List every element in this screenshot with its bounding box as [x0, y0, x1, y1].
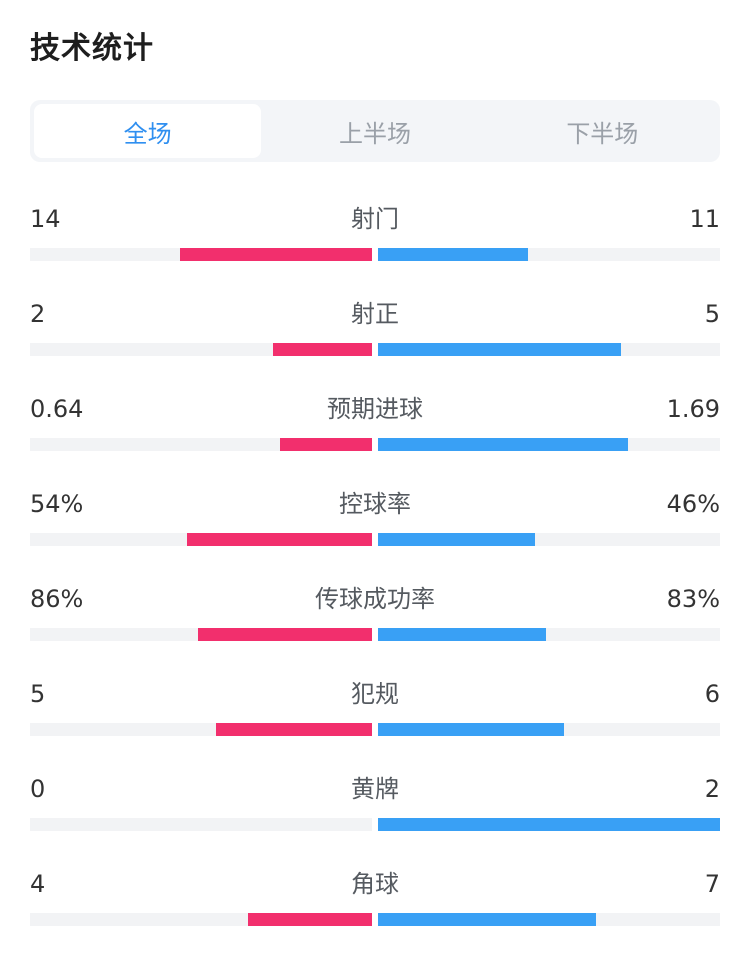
away-bar-track — [378, 533, 720, 546]
stats-list: 14 射门 11 2 射正 5 0.64 预期进球 1.69 54% 控球率 4… — [30, 192, 720, 952]
away-bar — [378, 248, 529, 261]
away-value: 11 — [689, 205, 720, 233]
away-value: 7 — [704, 870, 720, 898]
home-bar-track — [30, 628, 372, 641]
away-bar — [378, 818, 720, 831]
stat-label: 角球 — [351, 870, 399, 898]
home-bar — [279, 438, 372, 451]
stat-label: 控球率 — [339, 490, 411, 518]
stat-row: 2 射正 5 — [30, 287, 720, 382]
away-bar-track — [378, 913, 720, 926]
stat-row: 5 犯规 6 — [30, 667, 720, 762]
home-bar-track — [30, 723, 372, 736]
home-bar-track — [30, 438, 372, 451]
home-value: 2 — [30, 300, 46, 328]
home-value: 86% — [30, 585, 84, 613]
away-bar-track — [378, 343, 720, 356]
home-bar — [187, 533, 372, 546]
home-bar — [216, 723, 372, 736]
home-value: 54% — [30, 490, 84, 518]
away-value: 1.69 — [666, 395, 720, 423]
stat-row: 4 角球 7 — [30, 857, 720, 952]
away-bar — [378, 913, 596, 926]
home-bar-track — [30, 248, 372, 261]
stat-label: 犯规 — [351, 680, 399, 708]
home-bar — [197, 628, 372, 641]
away-bar — [378, 343, 621, 356]
stat-row: 0.64 预期进球 1.69 — [30, 382, 720, 477]
tab-second-half[interactable]: 下半场 — [566, 119, 639, 148]
home-bar — [272, 343, 372, 356]
away-bar — [378, 533, 536, 546]
tab-first-half[interactable]: 上半场 — [338, 119, 411, 148]
away-bar-track — [378, 818, 720, 831]
stat-label: 射门 — [351, 205, 399, 233]
away-value: 46% — [666, 490, 720, 518]
home-value: 14 — [30, 205, 61, 233]
home-bar — [180, 248, 372, 261]
stat-label: 射正 — [351, 300, 399, 328]
away-bar-track — [378, 723, 720, 736]
home-bar-track — [30, 533, 372, 546]
period-tabs: 全场 上半场 下半场 — [30, 100, 720, 162]
home-bar — [247, 913, 372, 926]
home-value: 4 — [30, 870, 46, 898]
page-title: 技术统计 — [30, 31, 154, 66]
away-bar — [378, 723, 565, 736]
away-bar-track — [378, 628, 720, 641]
away-value: 5 — [704, 300, 720, 328]
home-value: 0 — [30, 775, 46, 803]
stat-row: 54% 控球率 46% — [30, 477, 720, 572]
stat-label: 传球成功率 — [315, 585, 435, 613]
stat-label: 黄牌 — [351, 775, 399, 803]
away-value: 83% — [666, 585, 720, 613]
away-bar-track — [378, 248, 720, 261]
away-value: 2 — [704, 775, 720, 803]
stat-row: 0 黄牌 2 — [30, 762, 720, 857]
stat-label: 预期进球 — [327, 395, 423, 423]
away-bar — [378, 438, 628, 451]
away-bar-track — [378, 438, 720, 451]
away-bar — [378, 628, 546, 641]
home-bar-track — [30, 913, 372, 926]
stat-row: 14 射门 11 — [30, 192, 720, 287]
stat-row: 86% 传球成功率 83% — [30, 572, 720, 667]
home-value: 5 — [30, 680, 46, 708]
home-bar-track — [30, 343, 372, 356]
tab-full-match[interactable]: 全场 — [34, 104, 262, 158]
home-bar-track — [30, 818, 372, 831]
home-value: 0.64 — [30, 395, 84, 423]
away-value: 6 — [704, 680, 720, 708]
